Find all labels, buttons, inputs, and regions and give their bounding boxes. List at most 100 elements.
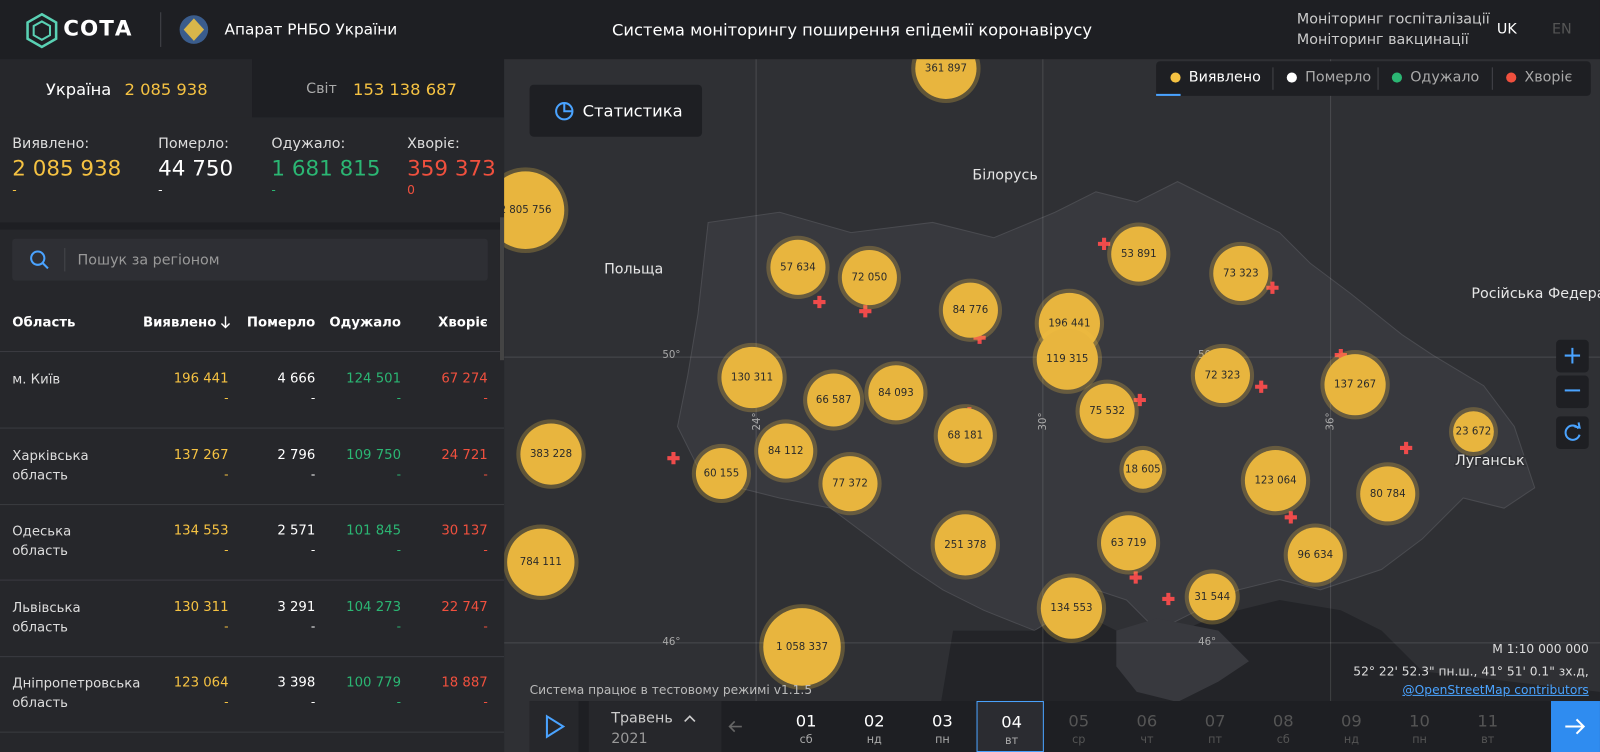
- hospital-marker[interactable]: [1129, 571, 1142, 584]
- table-row[interactable]: Харківська область 137 267 - 2 796 - 109 750 -…: [0, 428, 505, 505]
- month-picker[interactable]: Травень 2021: [588, 701, 722, 752]
- hospital-marker[interactable]: [1133, 393, 1146, 407]
- cluster[interactable]: 57 634: [766, 235, 830, 299]
- day-number: 07: [1204, 711, 1226, 731]
- play-button[interactable]: [529, 701, 579, 752]
- day[interactable]: 06 чт: [1113, 701, 1180, 752]
- cluster[interactable]: 80 784: [1356, 462, 1420, 526]
- zoom-out[interactable]: −: [1556, 375, 1589, 409]
- legend-item[interactable]: Одужало: [1378, 61, 1479, 94]
- cluster-label: 68 181: [947, 431, 983, 442]
- day[interactable]: 05 ср: [1045, 701, 1112, 752]
- reset-view[interactable]: [1556, 416, 1589, 449]
- cluster[interactable]: 1 058 337: [759, 604, 845, 690]
- table-row[interactable]: Дніпропетровська область 123 064 - 3 398 - 10…: [0, 656, 505, 733]
- cluster[interactable]: 60 155: [691, 443, 752, 504]
- nav-link[interactable]: Моніторинг вакцинації: [1296, 31, 1469, 48]
- zoom-in[interactable]: +: [1556, 339, 1589, 373]
- cell-change: -: [310, 466, 316, 482]
- cluster[interactable]: 123 064: [1240, 445, 1311, 516]
- cluster[interactable]: 383 228: [516, 419, 586, 489]
- cluster-label: 57 634: [780, 262, 816, 273]
- column-header[interactable]: Хворіє: [438, 315, 488, 331]
- hospital-marker[interactable]: [1097, 237, 1111, 250]
- table-row[interactable]: Одеська область 134 553 - 2 571 - 101 845 - 30 …: [0, 504, 505, 581]
- cluster[interactable]: 119 315: [1032, 324, 1103, 394]
- cluster[interactable]: 31 544: [1184, 569, 1240, 625]
- cell-change: -: [396, 694, 402, 710]
- lang-button[interactable]: EN: [1552, 21, 1572, 38]
- hospital-marker[interactable]: [1255, 380, 1268, 393]
- hospital-marker[interactable]: [1334, 348, 1347, 362]
- cell-value: 101 845: [346, 523, 402, 539]
- hospital-marker[interactable]: [973, 331, 986, 344]
- day[interactable]: 10 пн: [1386, 701, 1453, 752]
- cell-value: 22 747: [441, 599, 488, 615]
- cell-value: 30 137: [441, 523, 488, 539]
- search-box[interactable]: Пошук за регіоном: [12, 238, 488, 281]
- hospital-marker[interactable]: [813, 295, 826, 309]
- cluster[interactable]: 134 553: [1036, 573, 1107, 643]
- cell-value: 100 779: [346, 675, 402, 691]
- cluster[interactable]: 63 719: [1096, 511, 1161, 575]
- day[interactable]: 04 вт: [976, 701, 1045, 752]
- prev-arrow[interactable]: [726, 716, 746, 736]
- cluster[interactable]: 130 311: [717, 342, 787, 413]
- separator: [0, 222, 505, 230]
- next-arrow[interactable]: [1551, 701, 1600, 752]
- cluster[interactable]: 23 672: [1448, 407, 1498, 457]
- attribution-link[interactable]: @OpenStreetMap contributors: [1402, 682, 1589, 697]
- tab-label: Світ: [306, 80, 337, 97]
- cluster[interactable]: 2 805 756: [504, 167, 569, 254]
- cluster[interactable]: 84 776: [938, 278, 1003, 342]
- cluster[interactable]: 72 323: [1190, 343, 1255, 408]
- graticule-label: 30°: [1038, 412, 1049, 430]
- header: СОТА Апарат РНБО України Система монітор…: [0, 0, 1600, 60]
- tab-ukraine[interactable]: Україна 2 085 938: [0, 59, 253, 118]
- cluster[interactable]: 77 372: [818, 452, 882, 516]
- legend-item[interactable]: Померло: [1272, 61, 1371, 94]
- stats-button[interactable]: Статистика: [529, 84, 703, 137]
- hospital-marker[interactable]: [859, 305, 872, 318]
- cluster[interactable]: 96 634: [1283, 523, 1347, 587]
- day[interactable]: 07 пт: [1181, 701, 1248, 752]
- cluster[interactable]: 84 093: [864, 361, 928, 425]
- legend-item[interactable]: Хворіє: [1492, 61, 1572, 94]
- hospital-marker[interactable]: [1162, 592, 1175, 606]
- day[interactable]: 02 нд: [841, 701, 908, 752]
- cluster[interactable]: 251 378: [930, 510, 1000, 580]
- column-header[interactable]: Виявлено: [143, 315, 217, 331]
- nav-link[interactable]: Моніторинг госпіталізації: [1296, 11, 1490, 28]
- cluster[interactable]: 84 112: [754, 419, 818, 483]
- column-header[interactable]: Померло: [246, 315, 316, 331]
- column-header[interactable]: Область: [12, 315, 76, 331]
- column-header[interactable]: Одужало: [329, 315, 402, 331]
- day[interactable]: 03 пн: [909, 701, 976, 752]
- table-row[interactable]: Львівська область 130 311 - 3 291 - 104 273 - 2…: [0, 580, 505, 657]
- hospital-marker[interactable]: [1399, 441, 1413, 455]
- tab-world[interactable]: Світ 153 138 687: [252, 59, 505, 118]
- hospital-marker[interactable]: [1266, 281, 1279, 294]
- cluster[interactable]: 18 605: [1119, 445, 1167, 493]
- table-row[interactable]: м. Київ 196 441 - 4 666 - 124 501 - 67 274 -: [0, 352, 505, 429]
- cluster[interactable]: 784 111: [504, 524, 579, 600]
- cluster[interactable]: 137 267: [1320, 349, 1390, 420]
- cluster[interactable]: 75 532: [1075, 379, 1139, 443]
- cluster[interactable]: 53 891: [1107, 222, 1171, 286]
- day[interactable]: 01 сб: [772, 701, 839, 752]
- day[interactable]: 11 вт: [1454, 701, 1521, 752]
- cluster[interactable]: 66 587: [803, 369, 865, 431]
- cluster[interactable]: 68 181: [933, 404, 997, 468]
- day[interactable]: 08 сб: [1250, 701, 1317, 752]
- cluster[interactable]: 72 050: [837, 245, 902, 310]
- cluster[interactable]: 361 897: [911, 59, 981, 104]
- cell-change: -: [396, 618, 402, 634]
- legend-item[interactable]: Виявлено: [1156, 61, 1261, 96]
- hospital-marker[interactable]: [667, 452, 680, 465]
- cluster[interactable]: 73 323: [1209, 241, 1273, 306]
- hospital-marker[interactable]: [1284, 511, 1297, 524]
- lang-button[interactable]: UK: [1496, 21, 1517, 38]
- day[interactable]: 09 нд: [1318, 701, 1385, 752]
